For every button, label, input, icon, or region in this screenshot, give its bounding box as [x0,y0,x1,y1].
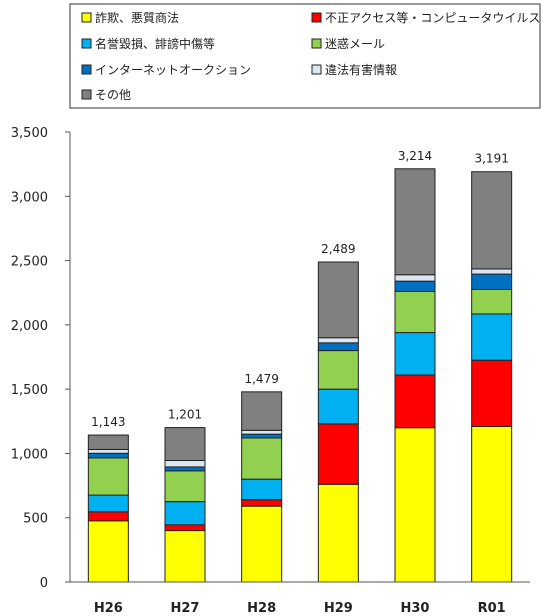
legend-swatch [81,64,92,75]
total-label: 3,191 [474,152,508,166]
legend-label: インターネットオークション [95,63,251,77]
bar-segment [317,350,359,390]
x-axis: H26 H27 H28 H29 H30 R01 [70,581,530,616]
total-label: 2,489 [321,242,355,256]
bar-segment [164,501,206,526]
legend-swatch [311,12,322,23]
bar-segment [87,520,129,583]
bar-segment [317,261,359,339]
bar-segment [317,483,359,583]
bar-segment [241,505,283,583]
bar-segment [317,337,359,344]
x-tick-label: H26 [94,601,123,616]
bar-segment [164,460,206,468]
legend-swatch [311,64,322,75]
legend-swatch [81,12,92,23]
y-tick-label: 2,000 [11,319,48,334]
legend-label: その他 [95,88,131,102]
bar-segment [317,342,359,352]
legend-swatch [311,38,322,49]
bar-segment [471,289,513,315]
bar-segment [394,280,436,292]
bar-segment [241,437,283,480]
bar-segment [241,499,283,507]
bar-segment [471,171,513,270]
legend-swatch [81,89,92,100]
bar-segment [471,359,513,427]
bar-segment [164,470,206,503]
y-tick-label: 1,000 [11,447,48,462]
bars [87,168,513,583]
y-axis: 0 500 1,000 1,500 2,000 2,500 3,000 3,500 [11,126,71,591]
total-label: 1,479 [244,372,278,386]
y-tick-label: 3,000 [11,190,48,205]
bar-segment [394,332,436,376]
bar-segment [164,466,206,472]
bar-segment [471,313,513,361]
y-tick-label: 1,500 [11,383,48,398]
x-tick-label: H29 [324,601,353,616]
bar-segment [241,478,283,501]
bar-segment [241,391,283,431]
x-tick-label: R01 [478,601,506,616]
bar-segment [317,423,359,485]
legend-label: 詐欺、悪質商法 [95,10,179,25]
y-tick-label: 0 [40,576,48,591]
x-tick-label: H30 [401,601,430,616]
legend-swatch [81,38,92,49]
y-tick-label: 3,500 [11,126,48,141]
total-labels: 1,143 1,201 1,479 2,489 3,214 3,191 [91,149,509,429]
bar-segment [87,434,129,450]
legend-label: 名誉毀損、誹謗中傷等 [95,36,215,51]
bar-segment [394,427,436,583]
bar-segment [241,433,283,439]
y-tick-label: 500 [23,512,48,527]
bar-segment [394,374,436,429]
total-label: 1,143 [91,415,125,429]
bar-segment [471,425,513,583]
bar-segment [394,274,436,282]
bar-segment [164,427,206,462]
legend-label: 迷惑メール [325,37,385,51]
legend-box [69,3,541,109]
bar-segment [394,168,436,276]
bar-segment [87,448,129,454]
bar-segment [87,494,129,513]
legend-label: 違法有害情報 [325,62,397,77]
bar-segment [471,273,513,291]
total-label: 1,201 [168,408,202,422]
bar-segment [317,388,359,425]
legend-label: 不正アクセス等・コンピュータウイルス [325,11,540,25]
bar-segment [87,457,129,496]
bar-segment [164,530,206,583]
bar-segment [471,268,513,275]
total-label: 3,214 [398,149,432,163]
x-tick-label: H28 [247,601,276,616]
bar-segment [241,429,283,435]
bar-segment [394,290,436,334]
bar-segment [87,511,129,522]
bar-segment [87,452,129,459]
x-tick-label: H27 [171,601,200,616]
y-tick-label: 2,500 [11,255,48,270]
bar-segment [164,524,206,532]
